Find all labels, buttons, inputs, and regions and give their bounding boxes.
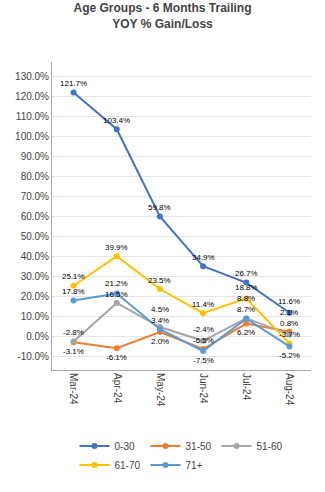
svg-text:20.0%: 20.0% [21,291,49,302]
svg-text:Mar-24: Mar-24 [68,373,79,405]
svg-text:50.0%: 50.0% [21,231,49,242]
svg-text:3.4%: 3.4% [151,316,169,325]
svg-text:39.9%: 39.9% [105,243,128,252]
svg-text:0.0%: 0.0% [26,331,49,342]
svg-text:71+: 71+ [186,460,203,471]
svg-text:60.0%: 60.0% [21,211,49,222]
svg-text:31-50: 31-50 [186,441,212,452]
svg-text:120.0%: 120.0% [15,91,49,102]
svg-text:6.2%: 6.2% [237,328,255,337]
svg-text:11.4%: 11.4% [192,300,214,309]
svg-text:110.0%: 110.0% [16,111,49,122]
svg-text:-10.0%: -10.0% [17,351,49,362]
svg-text:Jul-24: Jul-24 [241,373,252,401]
svg-text:80.0%: 80.0% [21,171,49,182]
svg-text:4.5%: 4.5% [151,305,169,314]
svg-text:16.5%: 16.5% [105,290,128,299]
svg-text:2.1%: 2.1% [280,308,298,317]
svg-text:59.8%: 59.8% [148,203,171,212]
svg-text:Apr-24: Apr-24 [112,373,123,403]
svg-text:-2.8%: -2.8% [63,328,84,337]
svg-text:-3.7%: -3.7% [279,330,300,339]
svg-text:-5.2%: -5.2% [279,351,300,360]
svg-text:130.0%: 130.0% [15,71,49,82]
svg-text:-6.5%: -6.5% [193,336,214,345]
svg-text:11.6%: 11.6% [278,297,300,306]
svg-text:21.2%: 21.2% [105,279,128,288]
svg-text:61-70: 61-70 [115,460,141,471]
svg-text:0-30: 0-30 [115,441,135,452]
svg-text:100.0%: 100.0% [15,131,49,142]
svg-text:Age Groups - 6 Months Trailing: Age Groups - 6 Months TrailingYOY % Gain… [73,1,251,31]
svg-text:-7.5%: -7.5% [193,356,214,365]
svg-text:34.9%: 34.9% [192,253,215,262]
svg-text:103.4%: 103.4% [103,116,130,125]
svg-text:51-60: 51-60 [257,441,283,452]
svg-text:18.8%: 18.8% [235,283,258,292]
svg-text:Aug-24: Aug-24 [284,373,295,406]
svg-text:23.5%: 23.5% [148,276,171,285]
svg-text:-2.4%: -2.4% [193,325,214,334]
svg-text:-3.1%: -3.1% [63,347,84,356]
svg-text:25.1%: 25.1% [62,272,85,281]
svg-text:2.0%: 2.0% [151,337,169,346]
svg-text:Jun-24: Jun-24 [198,373,209,404]
svg-text:10.0%: 10.0% [21,311,49,322]
svg-text:70.0%: 70.0% [21,191,49,202]
svg-text:30.0%: 30.0% [21,271,49,282]
svg-text:May-24: May-24 [155,373,166,407]
svg-text:26.7%: 26.7% [235,269,258,278]
svg-text:40.0%: 40.0% [21,251,49,262]
svg-text:90.0%: 90.0% [21,151,49,162]
svg-text:-6.1%: -6.1% [106,353,127,362]
svg-text:8.7%: 8.7% [237,305,255,314]
svg-text:8.8%: 8.8% [237,294,255,303]
svg-text:0.8%: 0.8% [280,319,298,328]
svg-text:121.7%: 121.7% [60,79,87,88]
svg-text:17.8%: 17.8% [62,287,85,296]
